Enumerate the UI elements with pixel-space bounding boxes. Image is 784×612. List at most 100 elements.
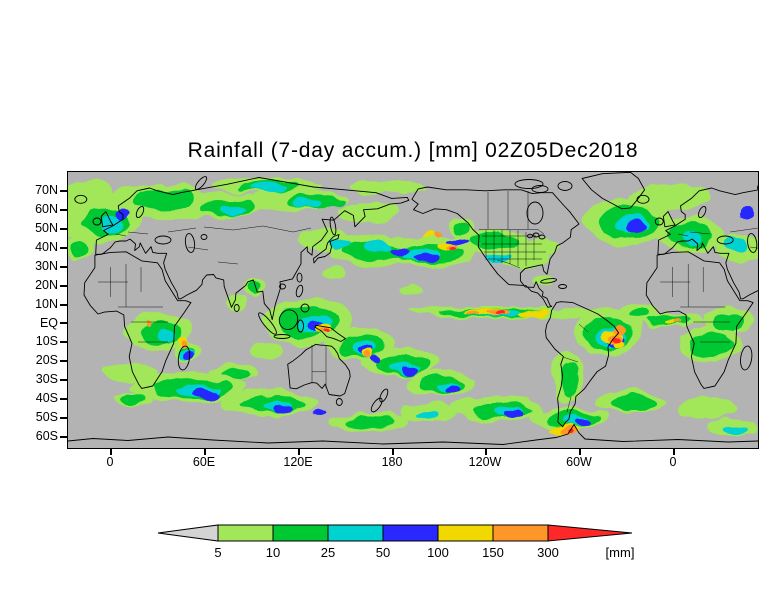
lat-label: EQ: [39, 316, 58, 330]
y-axis-tick: [60, 360, 67, 362]
rain-cell: [575, 418, 593, 426]
lon-label: 120W: [468, 455, 502, 469]
arctic-island-1: [514, 179, 544, 189]
lon-label: 0: [106, 455, 114, 469]
great-lake-2: [538, 234, 546, 240]
x-axis-tick: [579, 448, 581, 455]
y-axis-tick: [60, 228, 67, 230]
rain-cell: [522, 239, 558, 257]
y-axis-tick: [60, 304, 67, 306]
aral-sea-coastline: [200, 234, 208, 240]
rain-cell: [451, 222, 469, 234]
us-state-borders: [479, 229, 546, 269]
black-sea-coastline: [154, 235, 172, 245]
colorbar-segment: [217, 524, 274, 542]
rain-cell: [689, 333, 733, 357]
canada-borders: [487, 191, 529, 229]
java-coastline: [273, 334, 291, 339]
arctic-island-3: [557, 181, 573, 191]
rain-cell: [325, 331, 331, 335]
rain-cell: [250, 342, 286, 362]
colorbar-level-label: 5: [214, 545, 221, 560]
south-america-borders: [562, 323, 589, 413]
rain-cell: [422, 233, 434, 239]
plot-title: Rainfall (7-day accum.) [mm] 02Z05Dec201…: [187, 139, 639, 162]
lat-label: 30S: [35, 372, 58, 386]
rain-cell: [680, 230, 704, 244]
y-axis-tick: [60, 209, 67, 211]
colorbar-segment: [327, 524, 384, 542]
y-axis-tick: [60, 266, 67, 268]
colorbar-segment: [382, 524, 439, 542]
colorbar: 5 10 25 50 100 150 300 [mm]: [157, 524, 635, 560]
lat-label: 60N: [35, 202, 58, 216]
south-america-coastline: [545, 301, 620, 428]
rain-cell: [121, 395, 145, 405]
rain-cell: [504, 410, 524, 418]
sulawesi-coastline: [297, 319, 304, 333]
rain-cell: [294, 200, 322, 208]
rain-cell: [561, 361, 579, 397]
rain-cell: [156, 330, 176, 344]
rain-cell: [415, 253, 441, 261]
rain-cell: [218, 205, 246, 215]
lat-label: 10N: [35, 297, 58, 311]
lat-label: 10S: [35, 334, 58, 348]
colorbar-unit-label: [mm]: [606, 545, 635, 560]
africa-coastline: [83, 251, 192, 389]
colorbar-level-label: 300: [537, 545, 559, 560]
madagascar-coastline: [177, 345, 191, 371]
arctic-island-2: [531, 185, 549, 193]
colorbar-segment: [272, 524, 329, 542]
japan-coastline: [313, 234, 340, 264]
rain-cell: [321, 266, 345, 278]
africa-borders: [98, 264, 168, 343]
greenland-coastline: [581, 172, 646, 210]
rain-cell: [225, 294, 247, 310]
colorbar-level-label: 50: [376, 545, 390, 560]
baltic-sea-coastline: [135, 205, 145, 219]
lon-label: 120E: [283, 455, 313, 469]
rain-cell: [678, 397, 738, 419]
srilanka-coastline: [233, 304, 240, 312]
mindanao-coastline: [300, 303, 310, 313]
cuba-coastline: [540, 278, 557, 284]
sakhalin-coastline: [329, 216, 337, 236]
eurasia-borders: [115, 225, 312, 265]
colorbar-segment: [437, 524, 494, 542]
rain-cell: [451, 247, 457, 251]
ireland-coastline: [92, 217, 102, 226]
rain-cell: [724, 237, 748, 251]
borneo-coastline: [278, 309, 299, 330]
colorbar-segment: [492, 524, 549, 542]
rain-cell: [312, 410, 328, 416]
novaya-zemlya: [194, 176, 208, 190]
rainfall-shading: [68, 179, 758, 435]
rain-cell: [252, 184, 284, 192]
rain-cell: [145, 322, 151, 326]
y-axis-tick: [60, 322, 67, 324]
y-axis-tick: [60, 379, 67, 381]
rain-cell: [370, 355, 382, 361]
hudson-bay-coastline: [526, 201, 544, 225]
rain-cell: [444, 385, 460, 393]
rain-cell: [70, 242, 90, 258]
rain-cell: [246, 284, 262, 294]
colorbar-level-label: 100: [427, 545, 449, 560]
rain-cell: [274, 404, 294, 412]
rain-cell: [326, 239, 350, 249]
lat-label: 20N: [35, 278, 58, 292]
rain-cell: [133, 189, 193, 211]
rain-cell: [616, 326, 626, 334]
lat-label: 30N: [35, 259, 58, 273]
hispaniola-coastline: [558, 284, 568, 289]
newguinea-coastline: [314, 324, 346, 342]
caspian-sea-coastline: [184, 233, 196, 253]
colorbar-below-arrow: [157, 524, 219, 542]
tasmania-coastline: [335, 398, 343, 406]
y-axis-tick: [60, 285, 67, 287]
iceland-coastline: [74, 194, 88, 204]
lat-label: 60S: [35, 429, 58, 443]
y-axis-tick: [60, 247, 67, 249]
rain-cell: [626, 308, 650, 318]
